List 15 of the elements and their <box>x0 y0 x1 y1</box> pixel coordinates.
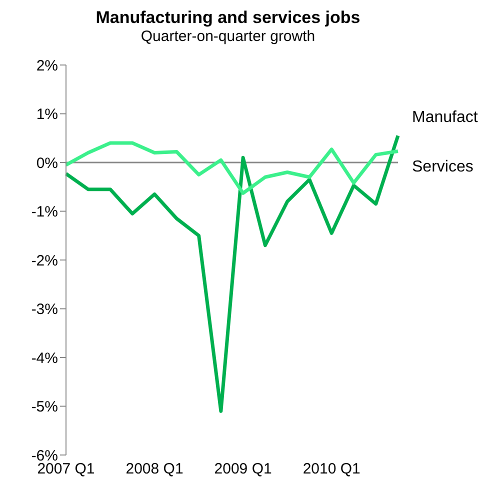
x-tick-label: 2008 Q1 <box>126 460 184 478</box>
y-tick-label: -5% <box>31 398 58 416</box>
x-tick-label: 2009 Q1 <box>214 460 272 478</box>
y-tick-label: 2% <box>36 57 58 74</box>
chart-title: Manufacturing and services jobs <box>94 8 362 28</box>
y-tick-label: -3% <box>31 301 58 318</box>
y-tick-label: 0% <box>36 154 58 172</box>
y-tick-label: 1% <box>36 106 58 124</box>
y-tick-label: -2% <box>31 252 58 270</box>
y-tick-label: -1% <box>31 204 58 221</box>
series-label: Manufact <box>412 108 478 126</box>
y-tick-label: -4% <box>31 350 58 367</box>
chart-subtitle: Quarter-on-quarter growth <box>140 28 316 45</box>
series-label: Services <box>412 158 474 176</box>
x-tick-label: 2010 Q1 <box>302 460 360 478</box>
